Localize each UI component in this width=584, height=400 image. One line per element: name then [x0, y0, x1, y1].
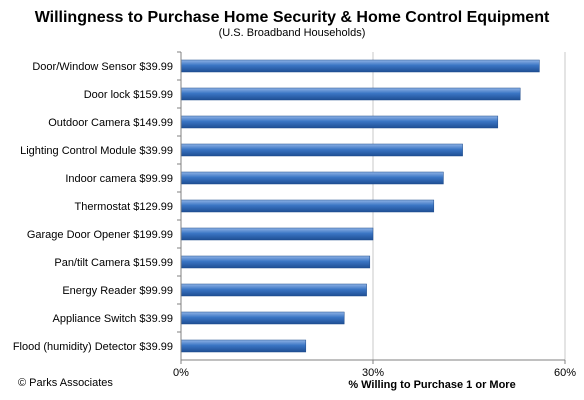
bar [180, 311, 345, 325]
category-label: Indoor camera $99.99 [65, 173, 173, 185]
category-label: Appliance Switch $39.99 [53, 313, 173, 325]
category-label: Outdoor Camera $149.99 [48, 117, 173, 129]
category-labels: Door/Window Sensor $39.99 Door lock $159.… [13, 51, 181, 353]
x-axis-label: % Willing to Purchase 1 or More [348, 379, 515, 391]
category-label: Thermostat $129.99 [75, 201, 173, 213]
category-label: Energy Reader $99.99 [62, 285, 173, 297]
chart-title: Willingness to Purchase Home Security & … [35, 9, 550, 26]
bar [180, 171, 444, 185]
category-label: Pan/tilt Camera $159.99 [54, 257, 173, 269]
category-label: Door lock $159.99 [84, 89, 173, 101]
bar [180, 143, 463, 157]
chart-subtitle: (U.S. Broadband Households) [219, 27, 366, 39]
bar [180, 227, 374, 241]
category-label: Flood (humidity) Detector $39.99 [13, 341, 173, 353]
x-tick-label: 60% [554, 367, 576, 379]
bar [180, 255, 371, 269]
bar [180, 339, 307, 353]
copyright-credit: © Parks Associates [18, 377, 113, 389]
category-label: Door/Window Sensor $39.99 [32, 61, 173, 73]
bar [180, 199, 435, 213]
bar [180, 87, 521, 101]
x-tick-label: 30% [362, 367, 384, 379]
category-label: Garage Door Opener $199.99 [27, 229, 173, 241]
x-tick-label: 0% [173, 367, 189, 379]
category-label: Lighting Control Module $39.99 [20, 145, 173, 157]
bar [180, 115, 499, 129]
x-tick-labels: 0% 30% 60% [173, 360, 576, 379]
bars [180, 59, 540, 353]
bar [180, 59, 540, 73]
bar [180, 283, 367, 297]
